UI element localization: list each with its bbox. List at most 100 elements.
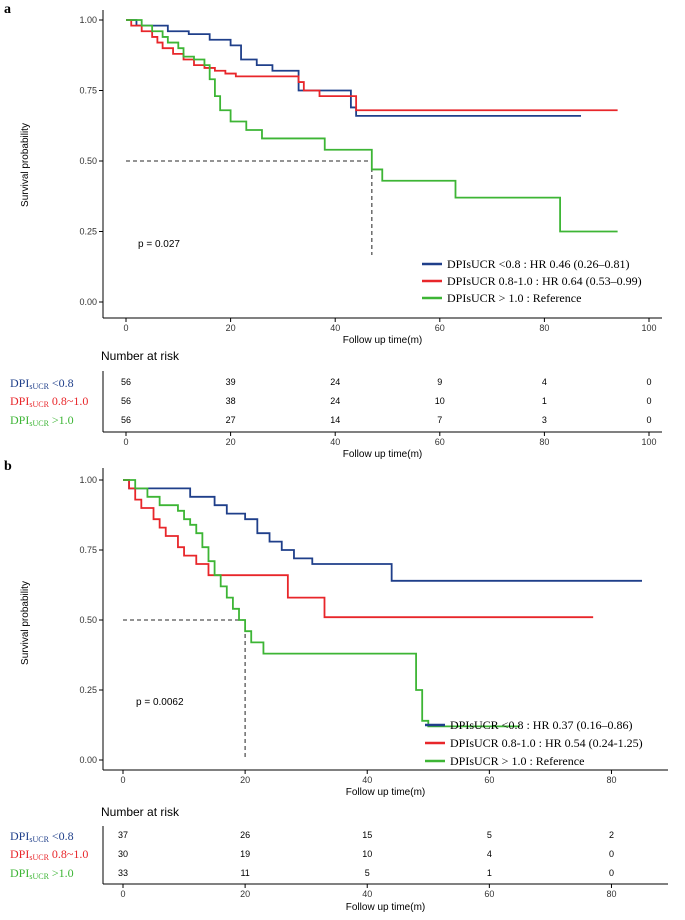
risk-x-tick-label: 20 — [240, 889, 250, 899]
p-value: p = 0.027 — [138, 239, 180, 250]
risk-group-label-green: DPIsUCR >1.0 — [10, 866, 74, 881]
risk-count: 10 — [435, 396, 445, 406]
risk-count: 19 — [240, 849, 250, 859]
risk-x-axis-title: Follow up time(m) — [346, 902, 425, 913]
risk-count: 0 — [609, 849, 614, 859]
legend-label: DPIsUCR > 1.0 : Reference — [450, 754, 584, 768]
legend-label: DPIsUCR <0.8 : HR 0.46 (0.26–0.81) — [447, 257, 629, 271]
risk-count: 10 — [362, 849, 372, 859]
risk-table-title: Number at risk — [101, 349, 180, 363]
panel-letter: a — [4, 2, 11, 17]
risk-count: 2 — [609, 830, 614, 840]
y-tick-label: 0.25 — [79, 685, 97, 695]
x-tick-label: 80 — [539, 323, 549, 333]
risk-count: 14 — [330, 415, 340, 425]
risk-label-subscript: sUCR — [29, 853, 49, 862]
risk-count: 5 — [487, 830, 492, 840]
survival-curve-green — [126, 19, 618, 233]
risk-label-suffix: >1.0 — [49, 413, 74, 427]
x-tick-label: 20 — [226, 323, 236, 333]
survival-curve-green — [123, 479, 520, 728]
risk-group-label-red: DPIsUCR 0.8~1.0 — [10, 847, 88, 862]
risk-x-tick-label: 100 — [641, 437, 656, 447]
risk-count: 11 — [240, 868, 249, 878]
legend-label: DPIsUCR <0.8 : HR 0.37 (0.16–0.86) — [450, 718, 632, 732]
x-axis-title: Follow up time(m) — [346, 787, 425, 798]
y-tick-label: 0.75 — [79, 86, 97, 96]
risk-count: 27 — [226, 415, 236, 425]
risk-x-tick-label: 0 — [120, 889, 125, 899]
x-tick-label: 0 — [123, 323, 128, 333]
risk-x-tick-label: 0 — [123, 437, 128, 447]
y-tick-label: 0.25 — [79, 227, 97, 237]
risk-group-label-red: DPIsUCR 0.8~1.0 — [10, 394, 88, 409]
panel-a: a0.000.250.500.751.000 20 40 60 80 100Follow … — [4, 2, 662, 460]
risk-label-suffix: 0.8~1.0 — [49, 394, 89, 408]
x-tick-label: 60 — [435, 323, 445, 333]
panel-letter: b — [4, 459, 12, 474]
legend-label: DPIsUCR > 1.0 : Reference — [447, 291, 581, 305]
risk-count: 0 — [646, 377, 651, 387]
y-axis-title: Survival probability — [20, 123, 31, 207]
risk-count: 39 — [226, 377, 236, 387]
y-tick-label: 0.75 — [79, 545, 97, 555]
risk-x-tick-label: 60 — [435, 437, 445, 447]
risk-label-subscript: sUCR — [29, 872, 49, 881]
risk-count: 15 — [362, 830, 372, 840]
survival-curve-red — [123, 479, 594, 619]
y-tick-label: 0.00 — [79, 297, 97, 307]
legend-label: DPIsUCR 0.8-1.0 : HR 0.64 (0.53–0.99) — [447, 274, 642, 288]
risk-count: 0 — [646, 415, 651, 425]
x-tick-label: 60 — [484, 775, 494, 785]
y-tick-label: 0.00 — [79, 755, 97, 765]
risk-count: 24 — [330, 396, 340, 406]
risk-count: 56 — [121, 415, 131, 425]
risk-label-prefix: DPI — [10, 847, 29, 861]
risk-count: 56 — [121, 377, 131, 387]
x-tick-label: 80 — [606, 775, 616, 785]
risk-table-title: Number at risk — [101, 805, 180, 819]
risk-x-tick-label: 80 — [539, 437, 549, 447]
risk-x-axis-title: Follow up time(m) — [343, 449, 422, 460]
risk-x-tick-label: 60 — [484, 889, 494, 899]
risk-count: 37 — [118, 830, 128, 840]
survival-curve-blue — [123, 479, 642, 582]
risk-x-tick-label: 80 — [606, 889, 616, 899]
risk-count: 26 — [240, 830, 250, 840]
risk-count: 0 — [609, 868, 614, 878]
x-tick-label: 40 — [330, 323, 340, 333]
risk-count: 4 — [487, 849, 492, 859]
risk-count: 7 — [437, 415, 442, 425]
risk-count: 1 — [542, 396, 547, 406]
p-value: p = 0.0062 — [136, 697, 184, 708]
risk-count: 30 — [118, 849, 128, 859]
risk-count: 38 — [226, 396, 236, 406]
risk-label-prefix: DPI — [10, 866, 29, 880]
risk-label-subscript: sUCR — [29, 835, 49, 844]
risk-x-tick-label: 40 — [362, 889, 372, 899]
y-tick-label: 0.50 — [79, 615, 97, 625]
risk-count: 0 — [646, 396, 651, 406]
risk-label-prefix: DPI — [10, 376, 29, 390]
risk-group-label-green: DPIsUCR >1.0 — [10, 413, 74, 428]
risk-label-prefix: DPI — [10, 394, 29, 408]
risk-label-suffix: <0.8 — [49, 376, 74, 390]
legend-label: DPIsUCR 0.8-1.0 : HR 0.54 (0.24-1.25) — [450, 736, 643, 750]
risk-count: 1 — [487, 868, 492, 878]
y-tick-label: 0.50 — [79, 156, 97, 166]
x-axis-title: Follow up time(m) — [343, 335, 422, 346]
risk-group-label-blue: DPIsUCR <0.8 — [10, 829, 74, 844]
y-tick-label: 1.00 — [79, 15, 97, 25]
risk-label-suffix: <0.8 — [49, 829, 74, 843]
risk-label-suffix: 0.8~1.0 — [49, 847, 89, 861]
risk-count: 24 — [330, 377, 340, 387]
risk-count: 33 — [118, 868, 128, 878]
survival-curve-blue — [126, 19, 582, 117]
risk-count: 5 — [365, 868, 370, 878]
risk-x-tick-label: 40 — [330, 437, 340, 447]
survival-curve-red — [126, 19, 618, 112]
risk-label-subscript: sUCR — [29, 382, 49, 391]
